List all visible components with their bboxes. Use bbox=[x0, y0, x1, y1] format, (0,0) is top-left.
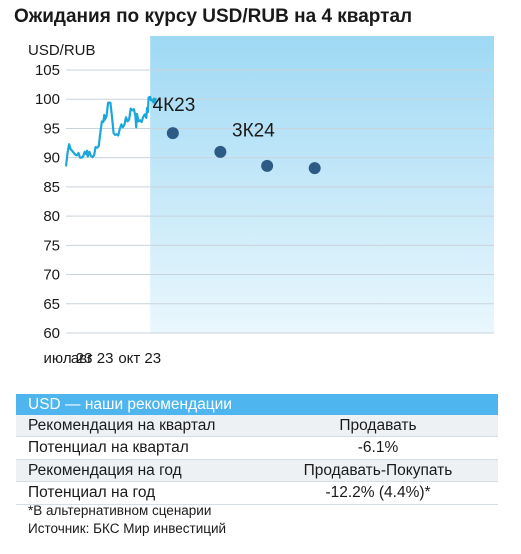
y-tick-label: 65 bbox=[43, 296, 60, 313]
forecast-point bbox=[214, 145, 227, 158]
forecast-point bbox=[261, 159, 274, 172]
x-tick-label: авг 23 bbox=[71, 350, 114, 367]
y-tick-label: 85 bbox=[43, 179, 60, 196]
table-row: Потенциал на квартал -6.1% bbox=[16, 437, 498, 460]
x-tick-label: июл 23 bbox=[44, 350, 93, 367]
forecast-point bbox=[308, 162, 321, 175]
forecast-point bbox=[166, 127, 179, 140]
y-tick-label: 100 bbox=[35, 91, 60, 108]
y-tick-label: 60 bbox=[43, 325, 60, 342]
y-tick-label: 90 bbox=[43, 150, 60, 167]
row-label: Потенциал на год bbox=[28, 484, 156, 502]
y-tick-label: 105 bbox=[35, 62, 60, 79]
row-value: Продавать-Покупать bbox=[303, 461, 453, 479]
y-tick-labels: 60 65 70 75 80 85 90 95 100 105 bbox=[35, 62, 60, 342]
row-value: -12.2% (4.4%)* bbox=[325, 484, 431, 502]
footnote: *В альтернативном сценарии bbox=[28, 503, 212, 518]
chart-title: Ожидания по курсу USD/RUB на 4 квартал bbox=[14, 6, 413, 27]
recommendations-header: USD — наши рекомендации bbox=[16, 394, 498, 415]
y-tick-label: 80 bbox=[43, 208, 60, 225]
y-axis-label: USD/RUB bbox=[28, 42, 96, 59]
annotations-layer: 4К23 3К24 bbox=[153, 95, 276, 142]
table-row: Потенциал на год -12.2% (4.4%)* bbox=[16, 482, 498, 505]
forecast-shaded-area bbox=[150, 36, 494, 333]
row-label: Потенциал на квартал bbox=[28, 439, 189, 457]
series-layer bbox=[64, 95, 321, 175]
y-tick-label: 75 bbox=[43, 237, 60, 254]
y-tick-label: 70 bbox=[43, 267, 60, 284]
row-value: Продавать bbox=[339, 417, 417, 434]
table-row: Рекомендация на год Продавать-Покупать bbox=[16, 459, 498, 483]
forecast-annotation: 3К24 bbox=[232, 121, 275, 142]
table-row: Рекомендация на квартал Продавать bbox=[16, 415, 498, 438]
y-tick-label: 95 bbox=[43, 120, 60, 137]
usd-rub-line bbox=[64, 95, 157, 167]
notes: *В альтернативном сценарии Источник: БКС… bbox=[28, 502, 226, 538]
forecast-annotation: 4К23 bbox=[153, 95, 196, 116]
row-label: Рекомендация на квартал bbox=[28, 417, 216, 434]
source: Источник: БКС Мир инвестиций bbox=[28, 521, 227, 536]
row-label: Рекомендация на год bbox=[28, 461, 182, 479]
usd-rub-chart: 60 65 70 75 80 85 90 95 100 105 USD/RUB июл 23авг… bbox=[28, 36, 494, 367]
gridlines bbox=[66, 69, 494, 334]
recommendations-table: USD — наши рекомендации Рекомендация на … bbox=[16, 394, 498, 505]
row-value: -6.1% bbox=[357, 439, 399, 457]
x-tick-label: окт 23 bbox=[118, 350, 161, 367]
